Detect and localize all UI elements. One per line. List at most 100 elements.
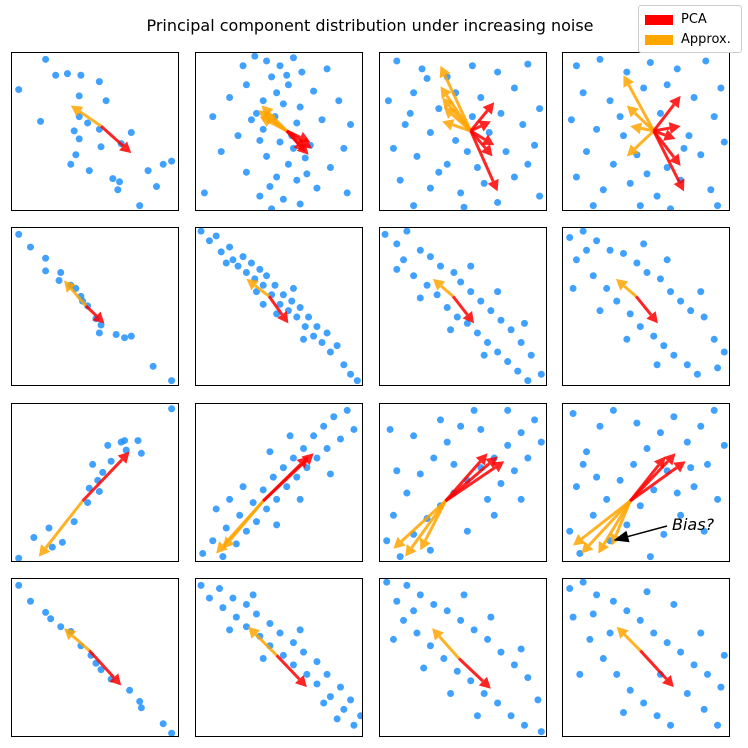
subplot-1 bbox=[11, 52, 179, 211]
scatter-point bbox=[52, 71, 60, 79]
scatter-point bbox=[347, 370, 355, 378]
scatter-point bbox=[583, 448, 591, 456]
scatter-point bbox=[116, 178, 124, 186]
scatter-point bbox=[623, 335, 631, 343]
bias-annotation: Bias? bbox=[672, 515, 715, 534]
scatter-point bbox=[452, 136, 460, 144]
scatter-point bbox=[222, 524, 230, 532]
scatter-point bbox=[443, 607, 451, 615]
scatter-point bbox=[289, 54, 297, 62]
scatter-point bbox=[333, 715, 341, 723]
scatter-point bbox=[350, 425, 358, 433]
approx-arrow bbox=[64, 628, 91, 652]
scatter-point bbox=[347, 696, 355, 704]
scatter-point bbox=[296, 626, 304, 634]
scatter-point bbox=[340, 144, 348, 152]
scatter-point bbox=[643, 269, 651, 277]
scatter-point bbox=[232, 540, 240, 548]
scatter-point bbox=[273, 521, 281, 529]
scatter-point bbox=[209, 113, 217, 121]
scatter-point bbox=[519, 121, 527, 129]
scatter-point bbox=[700, 527, 708, 535]
scatter-point bbox=[300, 335, 308, 343]
scatter-point bbox=[670, 600, 678, 608]
scatter-point bbox=[670, 351, 678, 359]
scatter-point bbox=[510, 661, 518, 669]
scatter-point bbox=[159, 720, 167, 728]
scatter-point bbox=[127, 129, 135, 136]
scatter-point bbox=[710, 406, 718, 414]
legend-label-pca: PCA bbox=[681, 12, 707, 27]
scatter-point bbox=[643, 445, 651, 453]
scatter-point bbox=[700, 705, 708, 713]
scatter-point bbox=[298, 68, 306, 76]
scatter-point bbox=[433, 291, 441, 299]
scatter-point bbox=[410, 89, 418, 97]
scatter-point bbox=[626, 686, 634, 694]
subplot-9 bbox=[11, 403, 179, 562]
scatter-point bbox=[690, 661, 698, 669]
scatter-point bbox=[269, 473, 277, 481]
scatter-point bbox=[426, 253, 434, 261]
scatter-point bbox=[112, 331, 120, 339]
scatter-point bbox=[42, 608, 50, 616]
scatter-point bbox=[480, 179, 488, 187]
scatter-point bbox=[524, 454, 532, 462]
scatter-point bbox=[569, 284, 577, 292]
scatter-point bbox=[305, 313, 313, 321]
scatter-point bbox=[313, 323, 321, 331]
scatter-point bbox=[484, 495, 492, 503]
scatter-point bbox=[673, 489, 681, 497]
scatter-point bbox=[531, 416, 539, 424]
scatter-point bbox=[520, 319, 528, 327]
scatter-point bbox=[443, 438, 451, 446]
scatter-point bbox=[47, 615, 55, 623]
scatter-point bbox=[99, 468, 107, 476]
scatter-point bbox=[714, 364, 722, 372]
scatter-point bbox=[70, 127, 78, 135]
scatter-point bbox=[219, 604, 227, 612]
scatter-point bbox=[630, 460, 638, 468]
scatter-point bbox=[646, 553, 654, 561]
scatter-point bbox=[239, 483, 247, 491]
scatter-point bbox=[251, 53, 259, 60]
scatter-point bbox=[256, 265, 264, 273]
scatter-point bbox=[667, 205, 675, 210]
scatter-point bbox=[197, 581, 205, 589]
scatter-point bbox=[279, 651, 287, 659]
scatter-point bbox=[477, 297, 485, 305]
pca-arrow bbox=[285, 129, 312, 149]
scatter-point bbox=[256, 192, 264, 200]
scatter-point bbox=[393, 597, 401, 605]
pca-arrow bbox=[469, 102, 495, 132]
scatter-point bbox=[416, 246, 424, 254]
scatter-point bbox=[389, 635, 397, 643]
scatter-point bbox=[300, 445, 308, 453]
scatter-point bbox=[313, 680, 321, 688]
pca-arrow bbox=[634, 295, 658, 324]
scatter-point bbox=[450, 460, 458, 468]
scatter-point bbox=[670, 413, 678, 421]
scatter-point bbox=[567, 116, 575, 124]
scatter-point bbox=[416, 470, 424, 478]
scatter-point bbox=[494, 288, 502, 296]
scatter-point bbox=[460, 203, 468, 210]
scatter-point bbox=[393, 265, 401, 273]
pca-arrow bbox=[267, 295, 289, 324]
scatter-point bbox=[683, 361, 691, 369]
scatter-point bbox=[517, 429, 525, 437]
scatter-point bbox=[313, 454, 321, 462]
scatter-point bbox=[109, 175, 117, 183]
scatter-point bbox=[229, 256, 237, 264]
scatter-point bbox=[58, 538, 66, 546]
scatter-point bbox=[510, 467, 518, 475]
scatter-point bbox=[536, 192, 544, 200]
scatter-point bbox=[303, 170, 311, 178]
scatter-point bbox=[386, 425, 394, 433]
pca-arrow bbox=[457, 657, 491, 689]
scatter-point bbox=[284, 81, 292, 89]
scatter-point bbox=[589, 511, 597, 519]
scatter-point bbox=[660, 530, 668, 538]
scatter-point bbox=[677, 297, 685, 305]
scatter-point bbox=[413, 152, 421, 160]
